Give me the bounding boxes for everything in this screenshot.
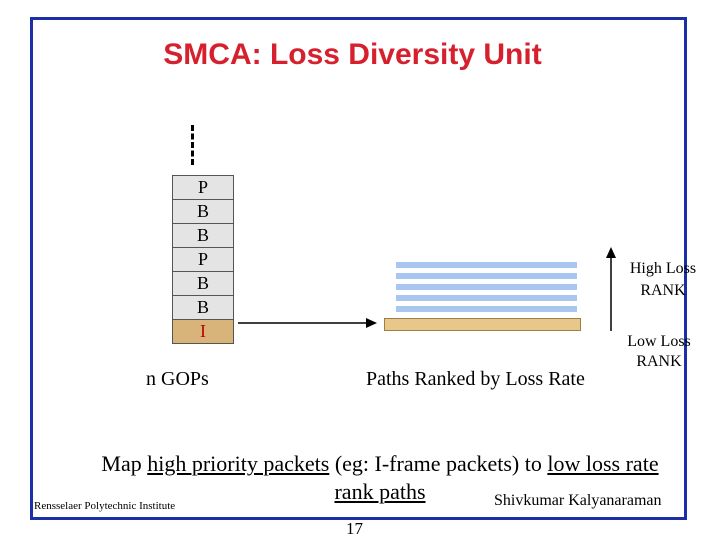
high-loss-rank-label: High Loss RANK	[622, 258, 704, 302]
slide-caption: Map high priority packets (eg: I-frame p…	[60, 450, 700, 506]
gop-frame-b: B	[172, 272, 234, 296]
caption-text: Map	[101, 451, 148, 476]
caption-emphasis: high priority packets	[147, 451, 330, 476]
caption-emphasis: rank paths	[334, 479, 426, 504]
gop-frame-b: B	[172, 296, 234, 320]
path-list	[396, 262, 577, 317]
low-loss-path-bar	[384, 318, 581, 331]
slide-title: SMCA: Loss Diversity Unit	[163, 38, 542, 71]
gop-frame-p: P	[172, 248, 234, 272]
gop-stack: P B B P B B I	[172, 175, 234, 344]
footer-institute: Rensselaer Polytechnic Institute	[34, 500, 176, 512]
stack-continuation-dots	[191, 125, 194, 165]
low-rank-line: RANK	[636, 353, 682, 370]
caption-emphasis: low loss rate	[547, 451, 659, 476]
caption-text: (eg: I-frame packets) to	[329, 451, 548, 476]
path-bar	[396, 284, 577, 290]
path-bar	[396, 262, 577, 268]
high-rank-line: RANK	[640, 282, 686, 299]
low-loss-rank-label: Low Loss RANK	[618, 332, 700, 372]
slide-frame	[30, 17, 687, 520]
gop-label: n GOPs	[146, 368, 209, 390]
gop-frame-b: B	[172, 200, 234, 224]
low-loss-line: Low Loss	[627, 333, 691, 350]
path-bar	[396, 306, 577, 312]
gop-frame-b: B	[172, 224, 234, 248]
page-number: 17	[346, 519, 363, 538]
high-loss-line: High Loss	[629, 260, 697, 277]
paths-label: Paths Ranked by Loss Rate	[366, 368, 585, 390]
mapping-arrow-icon	[238, 318, 377, 328]
rank-arrow-icon	[606, 247, 616, 331]
gop-frame-i: I	[172, 320, 234, 344]
gop-frame-p: P	[172, 175, 234, 200]
path-bar	[396, 295, 577, 301]
path-bar	[396, 273, 577, 279]
footer-author: Shivkumar Kalyanaraman	[494, 492, 662, 509]
